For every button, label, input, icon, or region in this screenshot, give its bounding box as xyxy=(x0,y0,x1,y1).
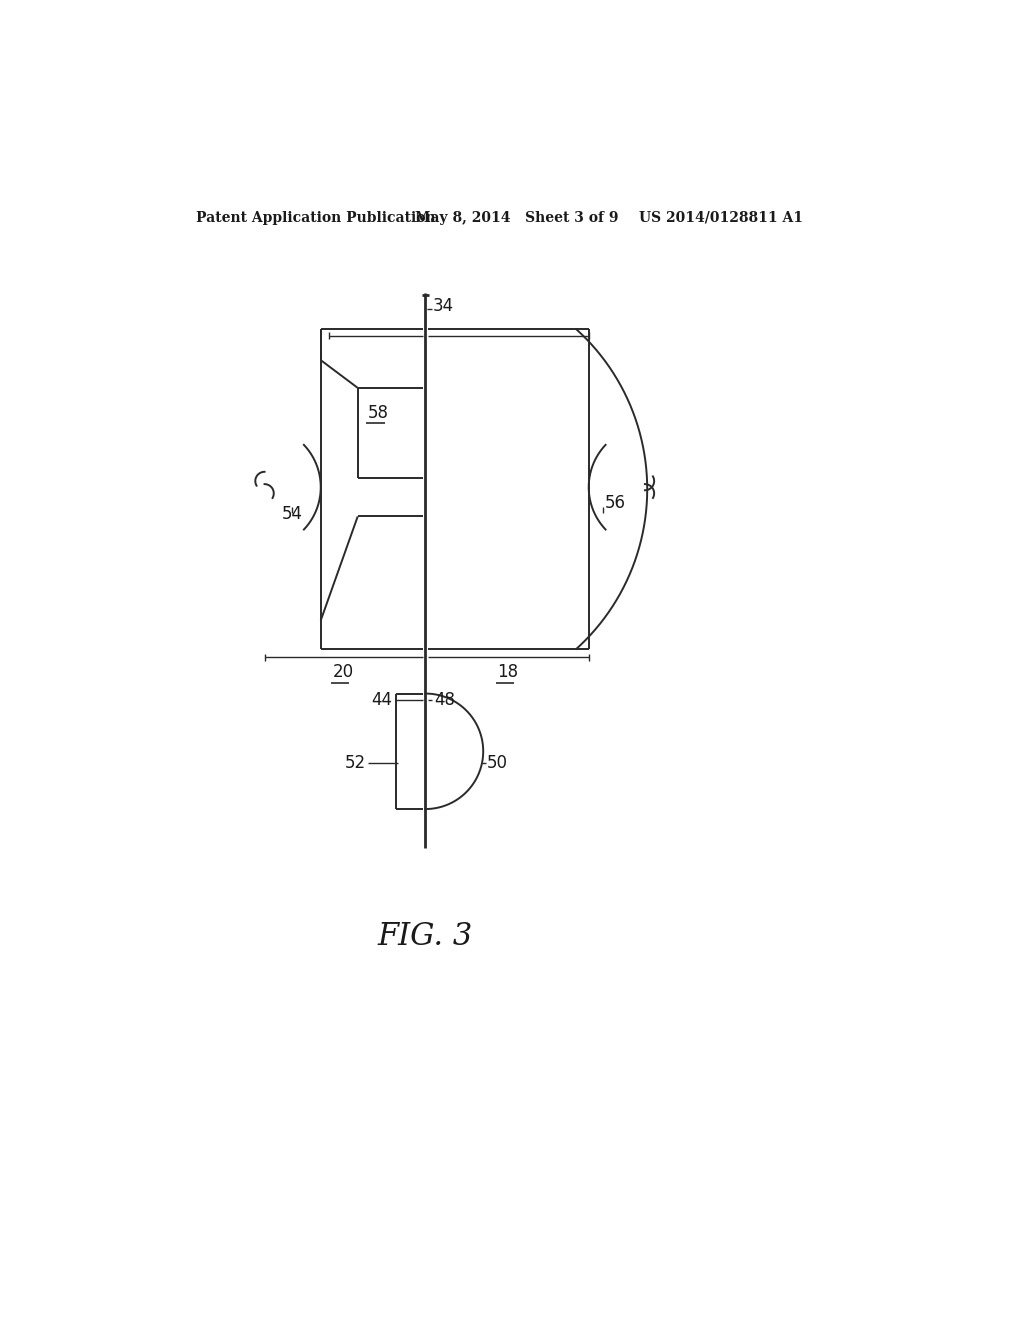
Text: 18: 18 xyxy=(497,663,518,681)
Text: 20: 20 xyxy=(333,663,353,681)
Text: 34: 34 xyxy=(433,297,455,315)
Text: 54: 54 xyxy=(282,506,302,523)
Text: 50: 50 xyxy=(487,754,508,772)
Text: 52: 52 xyxy=(344,754,366,772)
Text: FIG. 3: FIG. 3 xyxy=(378,920,473,952)
Text: 44: 44 xyxy=(372,690,392,709)
Text: US 2014/0128811 A1: US 2014/0128811 A1 xyxy=(639,211,803,224)
Text: 48: 48 xyxy=(434,690,455,709)
Text: Patent Application Publication: Patent Application Publication xyxy=(196,211,435,224)
Text: 58: 58 xyxy=(368,404,389,421)
Text: 56: 56 xyxy=(605,495,626,512)
Text: May 8, 2014   Sheet 3 of 9: May 8, 2014 Sheet 3 of 9 xyxy=(416,211,618,224)
